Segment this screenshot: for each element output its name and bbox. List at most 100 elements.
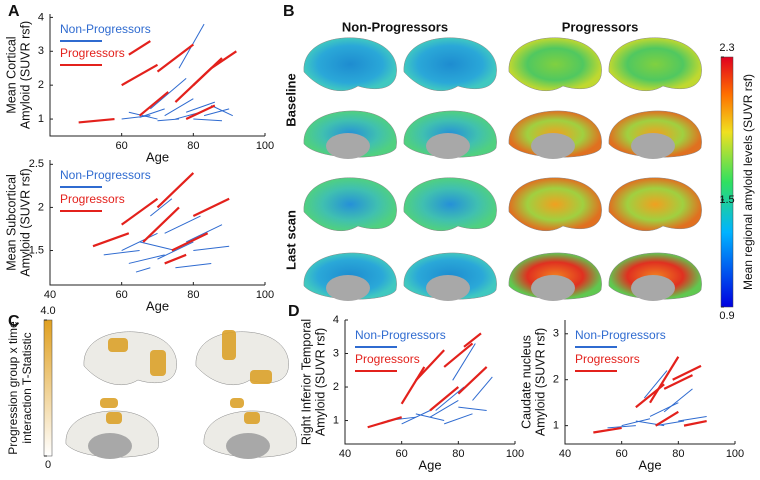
legend-label: Non-Progressors [60,168,151,182]
y-tick-label: 1 [333,414,339,426]
brain-medial-wall [88,433,132,459]
x-tick-label: 40 [339,448,351,460]
colorbar [720,56,734,308]
legend-label: Progressors [60,46,125,60]
trajectory [192,57,223,86]
y-tick-label: 2 [333,381,339,393]
trajectory [452,343,476,381]
trajectory [78,117,115,124]
trajectory [429,386,460,412]
trajectory [683,419,707,427]
legend-label: Progressors [355,352,420,366]
trajectory [138,91,169,117]
row-title: Baseline [283,73,298,126]
trajectory [211,105,233,117]
trajectory [400,366,426,405]
legend-label: Progressors [60,192,125,206]
trajectory [103,250,140,256]
trajectory [128,254,165,264]
x-tick-label: 80 [187,140,199,152]
legend-label: Non-Progressors [60,22,151,36]
brain-medial-wall [631,275,675,301]
trajectory [128,40,151,56]
x-tick-label: 80 [672,448,684,460]
trajectory [193,118,223,122]
trajectory [643,370,668,399]
trajectory [121,197,159,226]
brain-lateral [195,331,289,386]
y-tick-label: 4 [333,314,339,326]
legend-label: Progressors [575,352,640,366]
trajectory [175,262,212,269]
brain-medial-wall [631,133,675,159]
trajectory [192,197,230,218]
trajectory [621,418,651,427]
brain-lateral [508,37,602,92]
trajectory [150,78,187,110]
trajectory [678,415,707,422]
trajectory [607,425,636,429]
colorbar-tick-label: 0.9 [719,310,734,322]
y-tick-label: 1.5 [29,244,44,256]
panel-letter: A [8,3,20,20]
y-axis-label: Mean Cortical [4,36,18,113]
trajectory [142,206,180,243]
colorbar [43,319,53,457]
x-tick-label: 100 [256,289,274,301]
brain-medial-wall [426,133,470,159]
brain-medial-wall [531,133,575,159]
brain-medial-wall [326,133,370,159]
colorbar-label: interaction T-Statistic [20,332,34,443]
colorbar-tick-label: 0 [45,459,51,471]
brain-medial-wall [426,275,470,301]
brain-lateral [303,37,397,92]
trajectory [672,364,702,381]
trajectory [463,332,482,348]
panel-letter: C [8,313,20,330]
colorbar-label: Mean regional amyloid levels (SUVR rsf) [741,74,755,290]
y-tick-label: 2 [38,79,44,91]
trajectory [185,224,223,243]
row-title: Last scan [283,210,298,270]
x-axis-label: Age [146,298,169,313]
trajectory [593,426,622,434]
trajectory [203,108,230,117]
trajectory [655,410,679,427]
trajectory [435,386,465,411]
colorbar-label: Progression group x time [6,321,20,455]
colorbar-tick-label: 4.0 [40,305,55,317]
trajectory [92,232,130,248]
panel-letter: D [288,303,300,320]
trajectory [663,374,693,390]
y-axis-label: Amyloid (SUVR rsf) [18,168,32,276]
colorbar-tick-label: 2.3 [719,42,734,54]
x-axis-label: Age [418,457,441,472]
x-tick-label: 80 [452,448,464,460]
legend-label: Non-Progressors [575,328,666,342]
trajectory [164,98,194,117]
y-tick-label: 4 [38,11,44,23]
trajectory [415,349,445,382]
panel-letter: B [283,3,295,20]
brain-lateral [303,177,397,232]
y-axis-label: Mean Subcortical [4,174,18,271]
brain-medial-wall [326,275,370,301]
trajectory [121,63,159,87]
x-axis-label: Age [638,457,661,472]
legend-label: Non-Progressors [355,328,446,342]
x-tick-label: 40 [559,448,571,460]
x-tick-label: 60 [616,448,628,460]
significant-region [222,330,236,360]
significant-region [250,370,272,384]
x-tick-label: 100 [256,140,274,152]
trajectory [649,402,679,417]
x-tick-label: 60 [116,140,128,152]
significant-region [100,398,118,408]
column-title: Progressors [562,19,639,34]
trajectory [135,267,151,273]
trajectory [457,366,488,395]
trajectory [429,400,459,418]
brain-lateral [508,177,602,232]
trajectory [156,172,195,209]
trajectory [139,241,176,252]
